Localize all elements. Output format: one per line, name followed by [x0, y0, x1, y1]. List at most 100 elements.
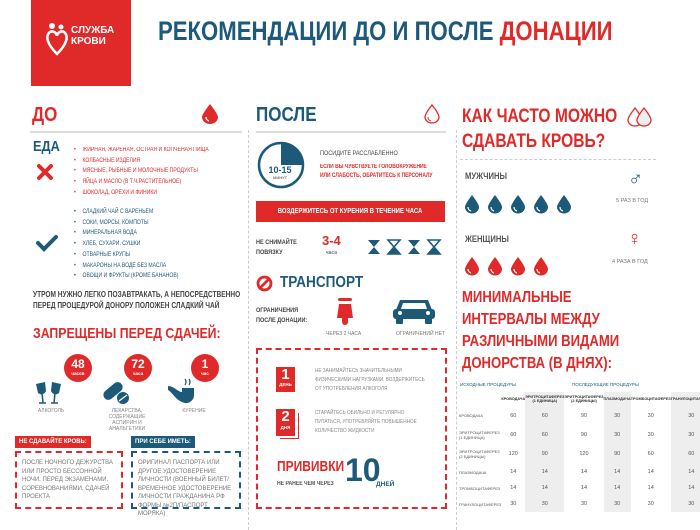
row-header: ГРАНУЛОЦИТАФЕРЕЗ — [459, 501, 502, 507]
table-cell: 30 — [647, 431, 654, 438]
logo-text: КРОВИ — [71, 36, 106, 47]
table-cell: 60 — [670, 444, 700, 464]
frequency-heading: КАК ЧАСТО МОЖНО СДАВАТЬ КРОВЬ? — [462, 104, 617, 154]
transport-line: ПОСЛЕ ДОНАЦИИ: — [256, 317, 308, 324]
transport-heading: ТРАНСПОРТ — [280, 274, 364, 291]
blood-drop-outline-icon — [424, 104, 440, 124]
after-heading: ПОСЛЕ — [256, 104, 317, 126]
morning-line: ПЕРЕД ПРОЦЕДУРОЙ ДОНОРУ ПОЛОЖЕН СЛАДКИЙ … — [33, 301, 220, 310]
column-divider — [248, 130, 249, 530]
forbidden-heading: ЗАПРЕЩЕНЫ ПЕРЕД СДАЧЕЙ: — [33, 325, 221, 342]
table-cell: 120 — [579, 451, 589, 457]
table-row: ЭРИТРОЦИТАФЕРЕЗ (1 ЕДИНИЦА) 60 60 90 30 30 30 — [459, 425, 700, 444]
table-cell: 90 — [580, 431, 588, 438]
pills-icon — [103, 382, 129, 404]
logo: СЛУЖБА КРОВИ — [31, 0, 131, 86]
table-cell: 90 — [603, 444, 631, 464]
row-header: ЭРИТРОЦИТАФЕРЕЗ (1 ЕДИНИЦА) — [459, 429, 500, 440]
column-header: ТРОМБОЦИТАФЕРЕЗ — [630, 397, 671, 401]
blood-drop-icon — [534, 195, 548, 214]
men-frequency: 5 РАЗ В ГОД — [616, 198, 649, 204]
day2-badge: 2 ДНЯ — [276, 409, 295, 436]
day1-badge: 1 ДЕНЬ — [276, 367, 295, 392]
list-item: КОЛБАСНЫЕ ИЗДЕЛИЯ — [74, 156, 209, 167]
bandage-hours: 3-4 — [322, 233, 341, 248]
heart-people-icon — [46, 23, 68, 56]
cross-icon — [37, 164, 53, 180]
dont-donate-box: ПОСЛЕ НОЧНОГО ДЕЖУРСТВА ИЛИ ПРОСТО БЕССО… — [15, 451, 123, 509]
list-item: МИНЕРАЛЬНАЯ ВОДА — [74, 228, 179, 239]
day1-text: НЕ ЗАНИМАЙТЕСЬ ЗНАЧИТЕЛЬНЫМИ ФИЗИЧЕСКИМИ… — [315, 368, 425, 392]
column-header: КРОВОДАЧА — [501, 397, 526, 401]
divider — [460, 159, 656, 160]
women-drops — [463, 256, 555, 281]
heading-line: ДОНОРСТВА (В ДНЯХ): — [462, 355, 612, 372]
table-cell: 14 — [647, 469, 654, 475]
table-cell: 60 — [647, 451, 654, 457]
column-header: ЭРИТРОЦИТАФЕРЕЗ (1 ЕДИНИЦА) — [525, 392, 565, 406]
list-item: ЯЙЦА И МАСЛО (В Т.Ч.РАСТИТЕЛЬНОЕ) — [74, 177, 209, 188]
pipe-icon — [168, 378, 194, 404]
list-item: ХЛЕБ, СУХАРИ, СУШКИ — [74, 239, 179, 250]
table-cell: 60 — [525, 425, 565, 444]
table-row: ЭРИТРОЦИТАФЕРЕЗ (2 ЕДИНИЦЫ) 120 90 120 90 60 6… — [459, 444, 700, 464]
vaccination-days: 10 — [345, 452, 381, 488]
forbidden-label: ЛЕКАРСТВА, СОДЕРЖАЩИЕ АСПИРИН И АНАЛЬГЕТ… — [108, 408, 146, 432]
bandage-line: НЕ СНИМАЙТЕ — [256, 239, 297, 246]
column-divider — [456, 130, 457, 530]
intervals-heading: МИНИМАЛЬНЫЕ ИНТЕРВАЛЫ МЕЖДУ РАЗЛИЧНЫМИ ВИД… — [462, 287, 619, 375]
dizzy-line: ЕСЛИ ВЫ ЧУВСТВУЕТЕ ГОЛОВОКРУЖЕНИЕ — [320, 164, 427, 170]
column-header: ГРАНУЛОЦИТАФЕРЕЗ — [670, 392, 700, 406]
car-label: ОГРАНИЧЕНИЙ НЕТ — [396, 331, 445, 337]
table-cell: 30 — [603, 406, 631, 425]
blood-drop-icon — [557, 195, 571, 214]
clock-unit: МИНУТ — [272, 175, 288, 180]
table-cell: 14 — [525, 480, 565, 496]
blood-drop-icon — [465, 195, 479, 214]
blood-drop-icon — [488, 257, 502, 276]
day1-unit: ДЕНЬ — [279, 382, 292, 387]
page-title: РЕКОМЕНДАЦИИ ДО И ПОСЛЕ ДОНАЦИИ — [158, 16, 613, 47]
blood-drop-icon — [202, 104, 218, 124]
good-food-list: СЛАДКИЙ ЧАЙ С ВАРЕНЬЕМСОКИ, МОРСЫ, КОМПО… — [74, 207, 179, 282]
row-header: ТРОМБОЦИТАФЕРЕЗ — [459, 485, 501, 491]
table-cell: 30 — [647, 412, 654, 419]
car-icon — [393, 300, 435, 324]
clock-time: 10-15 — [268, 165, 292, 175]
heading-line: ИНТЕРВАЛЫ МЕЖДУ — [462, 311, 600, 328]
list-item: СЛАДКИЙ ЧАЙ С ВАРЕНЬЕМ — [74, 207, 179, 218]
forbidden-label: КУРЕНИЕ — [182, 408, 206, 414]
table-cell: 14 — [670, 464, 700, 480]
table-cell: 90 — [525, 444, 565, 464]
rest-text: ПОСИДИТЕ РАССЛАБЛЕННО — [320, 150, 398, 157]
dizzy-text: ЕСЛИ ВЫ ЧУВСТВУЕТЕ ГОЛОВОКРУЖЕНИЕ ИЛИ СЛА… — [320, 163, 432, 181]
women-label: ЖЕНЩИНЫ — [465, 234, 509, 244]
table-cell: 30 — [670, 496, 700, 512]
table-cell: 90 — [580, 412, 588, 419]
table-cell: 14 — [580, 469, 588, 475]
initial-procedures-label: ИСХОДНЫЕ ПРОЦЕДУРЫ — [460, 382, 516, 387]
vaccination-unit: ДНЕЙ — [376, 481, 395, 488]
table-row: ГРАНУЛОЦИТАФЕРЕЗ 30 30 30 30 30 30 — [459, 496, 700, 512]
transport-label: ОГРАНИЧЕНИЯ ПОСЛЕ ДОНАЦИИ: — [256, 306, 307, 326]
table-cell: 60 — [525, 406, 565, 425]
column-header: ЭРИТРОЦИТАФЕРЕЗ (2 ЕДИНИЦЫ) — [564, 395, 604, 403]
table-cell: 14 — [670, 480, 700, 496]
table-cell: 14 — [510, 469, 517, 475]
vaccination-title: ПРИВИВКИ — [277, 458, 345, 475]
list-item: МЯСНЫЕ, РЫБНЫЕ И МОЛОЧНЫЕ ПРОДУКТЫ — [74, 166, 209, 177]
row-header: КРОВОДАЧА — [459, 413, 483, 418]
bandage-line: ПОВЯЗКУ — [256, 249, 283, 256]
table-cell: 14 — [603, 464, 631, 480]
table-row: ТРОМБОЦИТАФЕРЕЗ 14 14 14 14 14 14 — [459, 480, 700, 496]
table-cell: 60 — [510, 412, 517, 419]
table-cell: 14 — [603, 480, 631, 496]
list-item: ШОКОЛАД, ОРЕХИ И ФИНИКИ — [74, 188, 209, 199]
before-heading: ДО — [32, 104, 58, 126]
table-cell: 30 — [580, 501, 588, 507]
title-main: РЕКОМЕНДАЦИИ ДО И ПОСЛЕ — [158, 16, 500, 46]
forbidden-time-badge: 48 часов — [64, 354, 92, 382]
blood-drop-icon — [465, 257, 479, 276]
checkmark-icon — [36, 235, 58, 252]
badge-number: 48 — [71, 357, 85, 371]
